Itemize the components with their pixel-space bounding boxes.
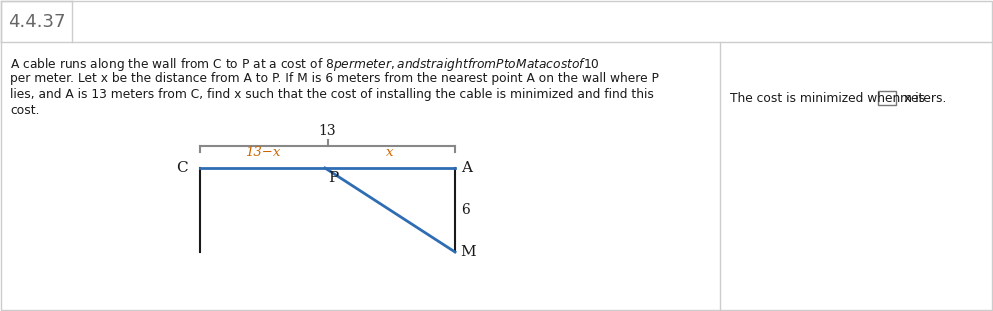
Text: 6: 6 — [461, 203, 470, 217]
Text: A: A — [461, 161, 472, 175]
Text: P: P — [328, 171, 339, 185]
Text: C: C — [177, 161, 188, 175]
Text: 4.4.37: 4.4.37 — [8, 13, 66, 31]
Bar — [878, 91, 896, 105]
Text: meters.: meters. — [900, 91, 947, 104]
Text: cost.: cost. — [10, 104, 40, 117]
Text: x: x — [386, 146, 394, 159]
Text: A cable runs along the wall from C to P at a cost of $8 per meter, and straight : A cable runs along the wall from C to P … — [10, 56, 600, 73]
Text: M: M — [460, 245, 476, 259]
Text: 13−x: 13−x — [245, 146, 280, 159]
Text: lies, and A is 13 meters from C, find x such that the cost of installing the cab: lies, and A is 13 meters from C, find x … — [10, 88, 653, 101]
Text: 13: 13 — [319, 124, 337, 138]
Text: The cost is minimized when x is: The cost is minimized when x is — [730, 91, 925, 104]
Text: per meter. Let x be the distance from A to P. If M is 6 meters from the nearest : per meter. Let x be the distance from A … — [10, 72, 659, 85]
